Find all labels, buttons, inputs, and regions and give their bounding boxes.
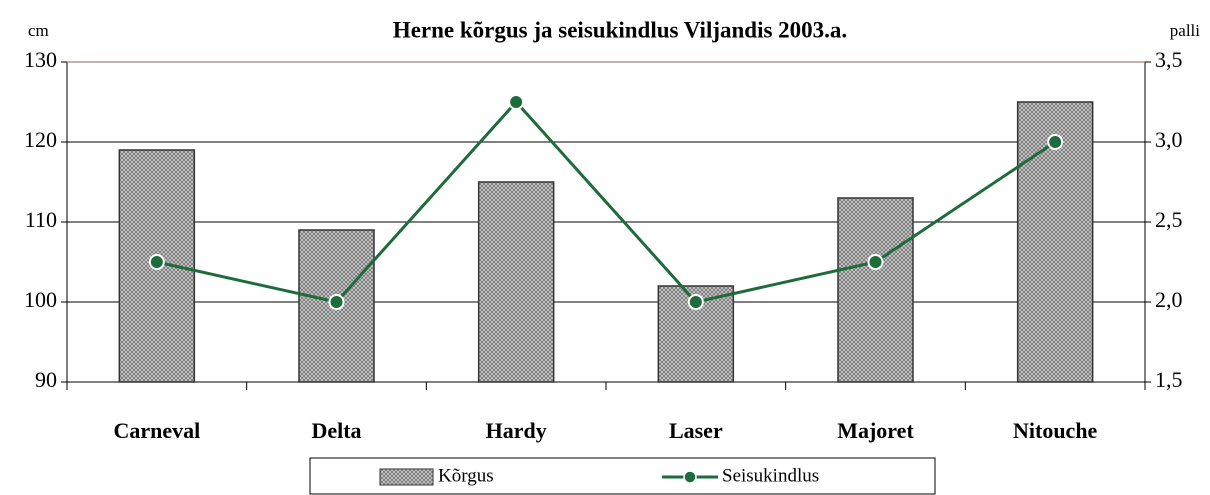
marker — [148, 254, 165, 270]
y2-tick-label: 2,0 — [1155, 287, 1183, 312]
marker — [687, 294, 704, 310]
legend-swatch — [379, 468, 434, 486]
bar — [477, 181, 555, 383]
x-tick-label: Majoret — [837, 418, 914, 443]
y2-axis-label: palli — [1170, 21, 1200, 40]
y2-tick-label: 1,5 — [1155, 367, 1183, 392]
y2-tick-label: 3,0 — [1155, 127, 1183, 152]
y-axis-label: cm — [28, 21, 49, 40]
x-tick-label: Laser — [669, 418, 723, 443]
y-tick-label: 120 — [24, 127, 57, 152]
marker — [328, 294, 345, 310]
y-tick-label: 90 — [35, 367, 57, 392]
line — [156, 99, 1057, 304]
marker — [1047, 134, 1064, 150]
bar — [837, 197, 914, 383]
x-tick-label: Nitouche — [1013, 418, 1098, 443]
marker — [508, 94, 525, 110]
x-tick-label: Delta — [311, 418, 361, 443]
x-tick-label: Carneval — [113, 418, 200, 443]
y2-tick-label: 3,5 — [1155, 47, 1183, 72]
y-tick-label: 100 — [24, 287, 57, 312]
legend-label: Seisukindlus — [722, 465, 819, 486]
marker — [867, 254, 884, 270]
y-tick-label: 110 — [25, 207, 57, 232]
legend-label: Kõrgus — [438, 465, 494, 486]
y2-tick-label: 2,5 — [1155, 207, 1183, 232]
legend-marker — [683, 470, 697, 484]
y-tick-label: 130 — [24, 47, 57, 72]
chart-title: Herne kõrgus ja seisukindlus Viljandis 2… — [393, 17, 847, 42]
x-tick-label: Hardy — [486, 418, 547, 443]
